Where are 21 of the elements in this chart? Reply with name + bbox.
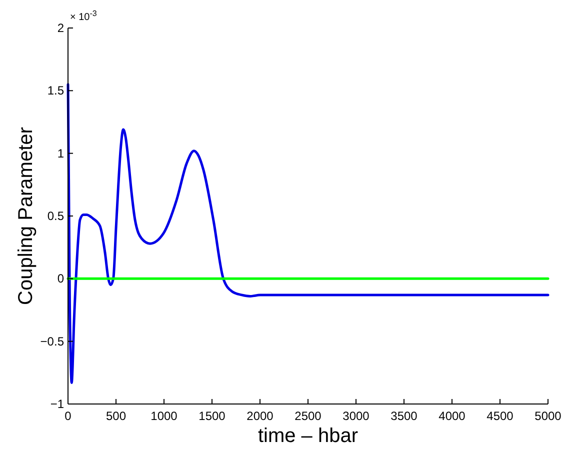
x-tick-label: 4000	[438, 409, 466, 423]
line-series	[66, 83, 550, 384]
y-tick-label: −1	[50, 397, 64, 411]
y-tick-label: 2	[57, 21, 64, 35]
x-tick-label: 500	[106, 409, 126, 423]
x-axis-title: time – hbar	[258, 425, 358, 447]
x-tick-label: 4500	[486, 409, 514, 423]
x-tick-label: 2000	[246, 409, 274, 423]
x-tick-label: 3500	[390, 409, 418, 423]
y-tick-label: 1.5	[47, 84, 64, 98]
y-tick-label: 0	[57, 272, 64, 286]
x-tick-label: 3000	[342, 409, 370, 423]
x-tick-label: 2500	[294, 409, 322, 423]
y-tick-label: 1	[57, 146, 64, 160]
text: × 10$^{-3}$	[70, 8, 98, 23]
x-tick-label: 1000	[150, 409, 178, 423]
x-tick-label: 1500	[198, 409, 226, 423]
y-tick-label: −0.5	[40, 334, 64, 348]
y-axis-title: Coupling Parameter	[15, 126, 37, 305]
x-tick-label: 5000	[534, 409, 562, 423]
y-tick-label: 0.5	[47, 209, 64, 223]
